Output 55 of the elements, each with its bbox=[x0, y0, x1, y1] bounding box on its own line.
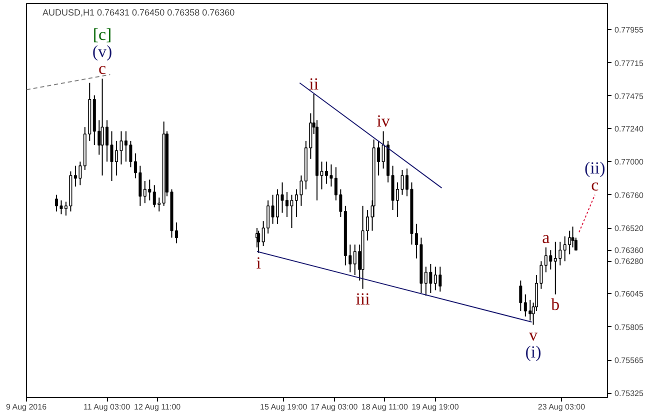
y-tick-label: 0.76760 bbox=[614, 190, 644, 200]
candlestick bbox=[554, 241, 557, 295]
y-tick-label: 0.76280 bbox=[614, 257, 644, 266]
annotation: (ii) bbox=[584, 158, 606, 178]
annotation: ii bbox=[309, 74, 319, 94]
y-tick-label: 0.75565 bbox=[614, 356, 644, 366]
annotation: iv bbox=[376, 112, 390, 131]
candlestick bbox=[266, 200, 270, 234]
candlestick bbox=[257, 230, 260, 254]
x-tick-label: 19 Aug 19:00 bbox=[412, 402, 460, 412]
x-tick-label: 23 Aug 03:00 bbox=[538, 402, 586, 412]
x-tick-label: 18 Aug 11:00 bbox=[361, 402, 408, 412]
y-tick-label: 0.77240 bbox=[614, 124, 644, 134]
y-tick-label: 0.76360 bbox=[614, 246, 644, 256]
y-tick-label: 0.77715 bbox=[614, 58, 644, 68]
candlestick bbox=[524, 294, 527, 317]
annotation: i bbox=[256, 253, 262, 272]
x-tick-label: 12 Aug 11:00 bbox=[134, 402, 182, 412]
candlestick bbox=[334, 166, 338, 201]
candlestick bbox=[563, 236, 566, 262]
candlestick bbox=[54, 194, 58, 212]
y-tick-label: 0.75805 bbox=[614, 322, 644, 332]
candlestick bbox=[528, 299, 532, 322]
candlestick bbox=[568, 230, 572, 255]
y-tick-label: 0.76520 bbox=[614, 224, 644, 234]
candlestick bbox=[120, 130, 123, 165]
y-tick-label: 0.77475 bbox=[614, 92, 644, 101]
candlestick bbox=[339, 188, 342, 218]
annotation: c bbox=[98, 59, 107, 78]
x-tick-label: 11 Aug 03:00 bbox=[84, 402, 131, 412]
candlestick bbox=[60, 200, 63, 215]
y-tick-label: 0.77000 bbox=[614, 158, 644, 167]
y-tick-label: 0.76045 bbox=[614, 290, 644, 299]
x-tick-label: 17 Aug 03:00 bbox=[310, 402, 358, 412]
y-tick-label: 0.77955 bbox=[614, 26, 644, 35]
annotation: (i) bbox=[525, 342, 542, 362]
candlestick bbox=[330, 164, 333, 188]
annotation: c bbox=[591, 175, 600, 194]
x-tick-label: 15 Aug 19:00 bbox=[260, 402, 308, 412]
y-tick-label: 0.75325 bbox=[614, 389, 644, 398]
x-tick-label: 9 Aug 2016 bbox=[6, 402, 48, 412]
annotation: iii bbox=[356, 289, 370, 308]
candlestick bbox=[114, 140, 118, 176]
annotation: b bbox=[551, 294, 560, 314]
text: AUDUSD,H1 0.76431 0.76450 0.76358 0.76360 bbox=[42, 8, 235, 18]
annotation: [c] bbox=[92, 25, 112, 44]
candlestick bbox=[405, 168, 408, 197]
annotation: v bbox=[529, 325, 538, 344]
candlestick bbox=[558, 241, 562, 266]
candlestick bbox=[571, 226, 574, 248]
annotation: (v) bbox=[92, 42, 112, 62]
candlestick bbox=[262, 220, 265, 246]
candlestick bbox=[324, 161, 328, 184]
annotation: a bbox=[542, 228, 550, 247]
candlestick bbox=[519, 280, 522, 312]
